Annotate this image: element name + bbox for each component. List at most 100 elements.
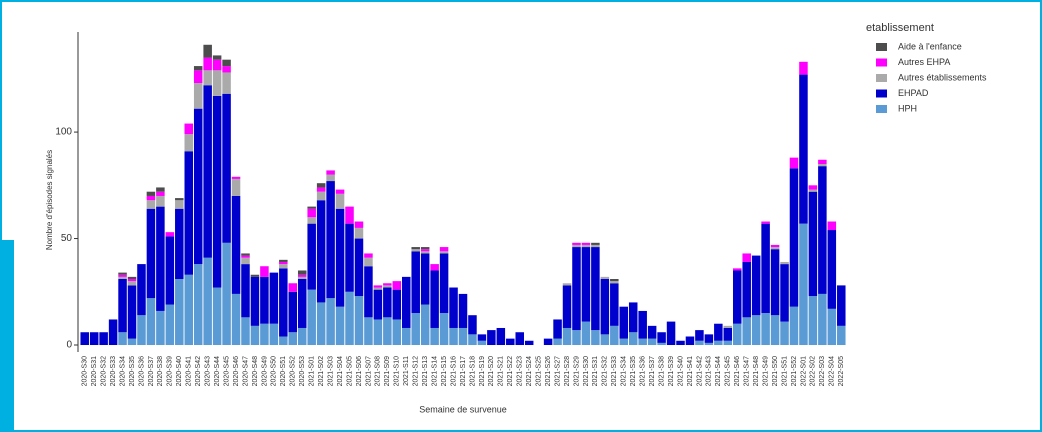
bar-segment <box>260 266 269 277</box>
bar-segment <box>316 302 326 346</box>
bar-segment <box>260 276 269 324</box>
bar-segment <box>326 181 335 299</box>
bar-segment <box>241 257 250 265</box>
bar-segment <box>175 198 184 201</box>
x-tick-label: 2021-S18 <box>469 356 476 386</box>
x-tick-label: 2020-S39 <box>167 356 174 386</box>
bar-segment <box>307 208 316 218</box>
bar-segment <box>373 289 383 320</box>
bar-segment <box>307 217 316 224</box>
bar-segment <box>392 281 402 290</box>
bar-segment <box>193 83 203 109</box>
bar-segment <box>146 298 156 346</box>
bar-segment <box>288 332 298 346</box>
bar-segment <box>354 221 364 228</box>
bar-segment <box>316 183 326 188</box>
x-tick-label: 2021-S44 <box>715 356 722 386</box>
bar-segment <box>156 195 165 207</box>
bar-segment <box>222 93 231 243</box>
bar-segment <box>354 296 364 346</box>
x-tick-label: 2021-S04 <box>337 356 344 386</box>
x-tick-label: 2021-S20 <box>488 356 495 386</box>
x-tick-label: 2020-S31 <box>91 356 98 386</box>
bar-segment <box>837 285 846 326</box>
bar-segment <box>118 332 127 346</box>
y-tick-label: 100 <box>55 127 72 138</box>
bar-segment <box>156 310 165 346</box>
bar-segment <box>827 308 837 346</box>
x-tick-label: 2022-S03 <box>819 356 826 386</box>
bar-segment <box>193 66 203 71</box>
bar-segment <box>118 274 127 277</box>
bar-segment <box>127 285 137 339</box>
bar-segment <box>203 85 212 258</box>
x-tick-label: 2020-S44 <box>214 356 221 386</box>
x-tick-label: 2021-S38 <box>658 356 665 386</box>
legend-label: Autres EHPA <box>898 57 950 67</box>
x-tick-label: 2021-S40 <box>677 356 684 386</box>
x-tick-label: 2021-S02 <box>318 356 325 386</box>
bar-segment <box>241 253 250 256</box>
bar-segment <box>99 332 108 346</box>
x-tick-label: 2021-S34 <box>621 356 628 386</box>
bar-segment <box>818 164 827 167</box>
bar-segment <box>657 342 666 346</box>
y-axis-title: Nombre d'épisodes signalés <box>45 150 54 250</box>
bar-segment <box>279 268 288 337</box>
bar-segment <box>212 70 222 96</box>
bar-segment <box>203 70 212 86</box>
bar-segment <box>127 338 137 346</box>
bar-segment <box>799 223 808 346</box>
bar-segment <box>231 293 241 346</box>
bar-segment <box>780 264 789 322</box>
bar-segment <box>572 242 581 245</box>
bar-segment <box>761 313 770 346</box>
bar-segment <box>780 321 789 346</box>
bar-segment <box>364 317 373 346</box>
bar-segment <box>383 283 392 286</box>
bar-segment <box>506 338 515 346</box>
bar-segment <box>647 325 657 339</box>
x-tick-label: 2021-S16 <box>450 356 457 386</box>
bar-segment <box>732 268 742 271</box>
x-tick-label: 2021-S22 <box>507 356 514 386</box>
x-tick-label: 2021-S28 <box>564 356 571 386</box>
legend-title: etablissement <box>866 22 934 34</box>
bar-segment <box>250 276 260 326</box>
bar-segment <box>146 208 156 299</box>
legend-label: Autres établissements <box>898 72 987 82</box>
bar-segment <box>411 249 420 252</box>
bar-segment <box>581 321 591 346</box>
bar-segment <box>477 334 487 341</box>
bar-segment <box>572 330 581 346</box>
bar-segment <box>591 247 600 331</box>
bar-segment <box>666 321 676 346</box>
x-tick-label: 2021-S46 <box>734 356 741 386</box>
bar-segment <box>628 332 638 346</box>
x-tick-label: 2020-S35 <box>129 356 136 386</box>
bar-segment <box>165 236 175 305</box>
bar-segment <box>364 266 373 318</box>
x-tick-label: 2021-S10 <box>394 356 401 386</box>
bar-segment <box>364 257 373 267</box>
x-tick-label: 2021-S12 <box>413 356 420 386</box>
bar-segment <box>212 55 222 60</box>
bar-segment <box>638 310 647 339</box>
legend-swatch <box>876 74 887 82</box>
bar-segment <box>732 323 742 346</box>
legend-swatch <box>876 58 887 67</box>
bar-segment <box>184 151 194 275</box>
bar-segment <box>165 232 175 237</box>
bar-segment <box>373 319 383 346</box>
bar-segment <box>610 325 619 346</box>
bar-segment <box>449 287 458 328</box>
bar-segment <box>80 332 89 346</box>
bar-segment <box>770 244 780 248</box>
bar-segment <box>279 336 288 346</box>
bar-segment <box>354 238 364 297</box>
bar-segment <box>250 325 260 346</box>
bar-segment <box>818 166 827 294</box>
bar-segment <box>723 325 733 328</box>
